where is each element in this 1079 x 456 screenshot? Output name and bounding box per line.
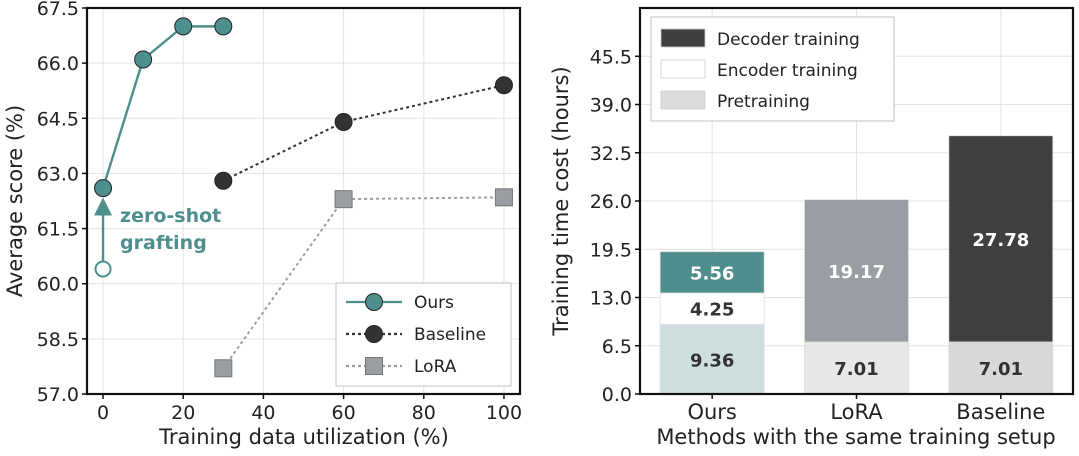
y-tick-label: 67.5 xyxy=(37,0,79,20)
baseline-point xyxy=(494,76,513,95)
baseline-legend-marker xyxy=(365,325,383,343)
line-chart: 0 20 40 60 80 100 57.0 58.5 60.0 61.5 63.0 64.5 66.0… xyxy=(3,0,522,449)
ours-segment-value: 9.36 xyxy=(690,350,734,371)
baseline-segment-value: 27.78 xyxy=(972,230,1029,251)
y-tick-label: 66.0 xyxy=(37,53,79,75)
pretraining-legend-label: Pretraining xyxy=(717,92,810,112)
right-x-axis-label: Methods with the same training setup xyxy=(656,425,1055,449)
y-tick-label: 19.5 xyxy=(590,239,632,261)
ours-point xyxy=(134,50,153,69)
ours-legend-marker xyxy=(365,293,383,311)
zero-shot-start-point xyxy=(94,260,112,278)
ours-segment-value: 5.56 xyxy=(690,263,734,284)
lora-point xyxy=(334,190,353,209)
pretraining-legend-swatch xyxy=(660,90,706,110)
right-ticks: 0.0 6.5 13.0 19.5 26.0 32.5 39.0 45.5 Ours LoRA Ba… xyxy=(590,46,1046,424)
left-legend: Ours Baseline LoRA xyxy=(335,282,512,387)
y-tick-label: 26.0 xyxy=(590,191,632,213)
zero-shot-label: zero-shot xyxy=(120,205,221,227)
baseline-line xyxy=(222,84,505,182)
x-tick-label: 80 xyxy=(412,402,436,424)
ours-line xyxy=(101,25,224,189)
y-tick-label: 63.0 xyxy=(37,163,79,185)
left-plot-frame xyxy=(85,6,522,396)
lora-point xyxy=(494,188,513,207)
lora-bar-segment xyxy=(804,199,909,343)
x-tick-label: 100 xyxy=(486,402,522,424)
left-x-axis-label: Training data utilization (%) xyxy=(158,425,449,449)
right-legend: Decoder training Encoder training Pretrain… xyxy=(650,16,895,122)
left-y-axis-label: Average score (%) xyxy=(3,105,27,297)
x-tick-label: 40 xyxy=(251,402,275,424)
x-tick-label: 20 xyxy=(171,402,195,424)
x-tick-label: 60 xyxy=(331,402,355,424)
y-tick-label: 13.0 xyxy=(590,288,632,310)
ours-bar-segment xyxy=(659,251,765,294)
lora-segment-value: 7.01 xyxy=(834,359,878,380)
baseline-point xyxy=(214,171,233,190)
y-tick-label: 61.5 xyxy=(37,219,79,241)
lora-point xyxy=(214,359,233,378)
x-tick-label: LoRA xyxy=(830,400,883,424)
baseline-bar-segment xyxy=(948,135,1054,343)
ours-point xyxy=(174,17,193,36)
y-tick-label: 32.5 xyxy=(590,143,632,165)
y-tick-label: 39.0 xyxy=(590,95,632,117)
left-series xyxy=(94,17,513,378)
baseline-point xyxy=(334,112,353,131)
y-tick-label: 6.5 xyxy=(602,336,632,358)
baseline-bar-segment xyxy=(948,341,1054,395)
x-tick-label: Ours xyxy=(687,400,736,424)
ours-point xyxy=(94,179,113,198)
x-tick-label: 0 xyxy=(97,402,109,424)
baseline-legend-label: Baseline xyxy=(414,325,486,345)
y-tick-label: 60.0 xyxy=(37,274,79,296)
bar-chart: 9.36 4.25 5.56 7.01 19.17 7.01 27.78 0.0 6.5 13.… xyxy=(549,6,1075,449)
lora-legend-marker xyxy=(365,357,383,375)
lora-line xyxy=(222,196,504,369)
encoder-training-legend-swatch xyxy=(660,59,706,79)
ours-point xyxy=(214,17,233,36)
zero-shot-arrow-head xyxy=(94,197,113,216)
y-tick-label: 57.0 xyxy=(37,384,79,406)
lora-bar-segment xyxy=(804,341,909,395)
zero-shot-annotation: zero-shot grafting xyxy=(94,197,221,278)
y-tick-label: 58.5 xyxy=(37,329,79,351)
x-tick-label: Baseline xyxy=(956,400,1045,424)
y-tick-label: 64.5 xyxy=(37,108,79,130)
ours-segment-value: 4.25 xyxy=(690,300,734,321)
right-y-axis-label: Training time cost (hours) xyxy=(549,66,573,336)
decoder-training-legend-swatch xyxy=(660,28,706,48)
lora-legend-label: LoRA xyxy=(414,357,457,377)
lora-segment-value: 19.17 xyxy=(828,262,885,283)
y-tick-label: 45.5 xyxy=(590,46,632,68)
ours-bar-segment xyxy=(659,292,765,325)
ours-legend-label: Ours xyxy=(414,293,454,313)
encoder-training-legend-label: Encoder training xyxy=(717,61,858,81)
left-ticks: 0 20 40 60 80 100 57.0 58.5 60.0 61.5 63.0 64.5 66.0… xyxy=(37,0,522,424)
right-bars: 9.36 4.25 5.56 7.01 19.17 7.01 27.78 xyxy=(659,135,1054,395)
ours-bar-segment xyxy=(659,324,765,395)
y-tick-label: 0.0 xyxy=(602,384,632,406)
zero-shot-label: grafting xyxy=(120,232,207,254)
baseline-segment-value: 7.01 xyxy=(979,359,1023,380)
decoder-training-legend-label: Decoder training xyxy=(717,30,860,50)
